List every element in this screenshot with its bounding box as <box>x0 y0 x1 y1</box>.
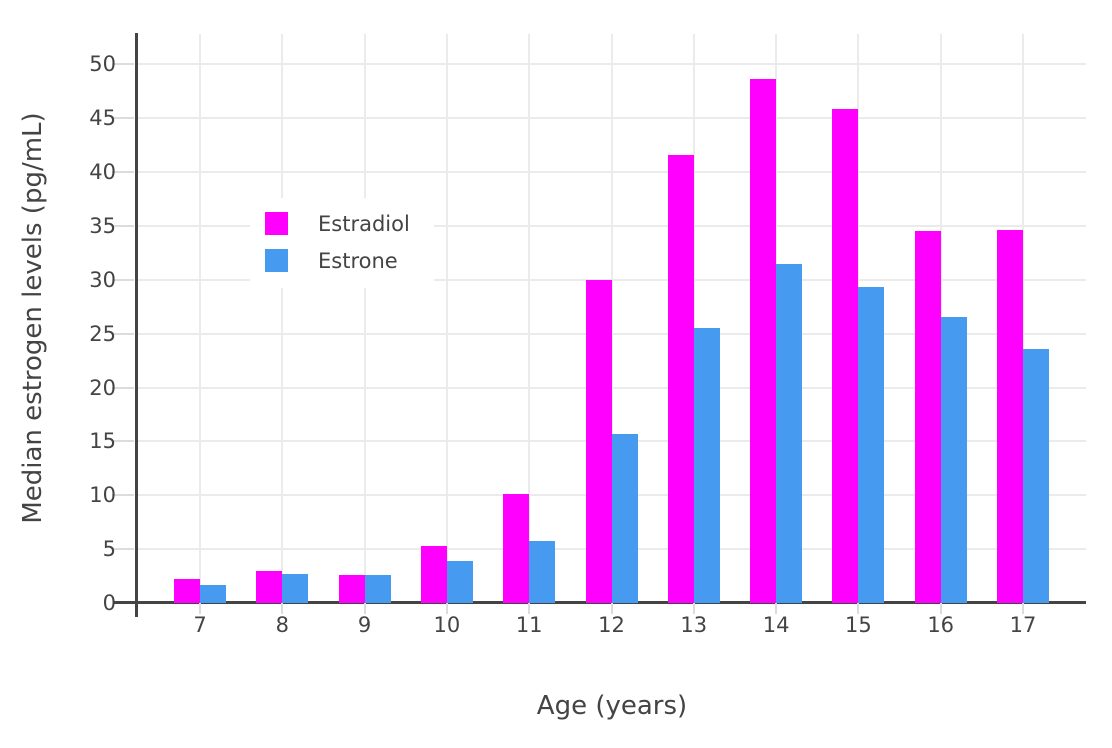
h-gridline <box>138 170 1086 173</box>
x-tick-label: 11 <box>515 613 543 637</box>
x-tick <box>939 603 942 614</box>
x-tick <box>1022 603 1024 614</box>
x-tick <box>610 603 613 614</box>
bar-estrone-age-14[interactable] <box>776 263 803 603</box>
v-gridline <box>1022 34 1024 603</box>
y-tick-label: 30 <box>89 267 116 292</box>
x-tick <box>857 603 860 614</box>
y-tick-label: 0 <box>102 591 116 615</box>
y-tick <box>112 170 134 173</box>
x-tick-label: 9 <box>357 613 372 637</box>
x-tick-label: 16 <box>927 613 955 637</box>
x-tick <box>692 603 695 614</box>
y-tick <box>112 386 134 389</box>
x-tick <box>445 603 448 614</box>
x-tick <box>528 603 531 614</box>
h-gridline <box>138 332 1086 335</box>
y-tick <box>112 494 134 497</box>
bar-estrone-age-12[interactable] <box>611 433 638 603</box>
h-gridline <box>138 63 1086 66</box>
bar-estrone-age-13[interactable] <box>693 328 720 603</box>
h-gridline <box>138 386 1086 389</box>
y-tick-label: 50 <box>89 52 116 77</box>
y-tick-label: 45 <box>89 106 116 131</box>
v-gridline <box>363 34 366 603</box>
y-tick-label: 10 <box>89 483 116 508</box>
bar-estrone-age-16[interactable] <box>940 317 967 603</box>
y-tick <box>112 63 134 66</box>
bar-estrone-age-10[interactable] <box>446 561 473 603</box>
y-tick <box>112 548 134 551</box>
x-tick-label: 12 <box>598 613 625 637</box>
v-gridline <box>610 34 613 603</box>
bar-estradiol-age-11[interactable] <box>503 494 530 603</box>
bar-estradiol-age-9[interactable] <box>338 575 365 603</box>
bar-estrone-age-11[interactable] <box>529 540 556 603</box>
bar-estrone-age-15[interactable] <box>858 287 885 603</box>
bar-estradiol-age-16[interactable] <box>914 231 941 603</box>
v-gridline <box>281 34 284 603</box>
y-tick <box>112 117 134 120</box>
x-tick <box>199 603 201 614</box>
y-tick <box>112 278 134 281</box>
bar-estradiol-age-8[interactable] <box>256 570 283 603</box>
v-gridline <box>199 34 201 603</box>
y-tick-label: 40 <box>89 159 116 184</box>
x-tick-label: 14 <box>762 613 790 637</box>
x-tick <box>775 603 778 614</box>
v-gridline <box>445 34 448 603</box>
x-tick-label: 15 <box>845 613 872 637</box>
y-tick-label: 35 <box>89 213 116 238</box>
y-tick-label: 25 <box>89 321 116 346</box>
plot-area[interactable] <box>113 33 1086 617</box>
bar-estradiol-age-14[interactable] <box>750 79 777 603</box>
legend: Estradiol Estrone <box>250 198 434 288</box>
y-tick-label: 20 <box>89 375 116 400</box>
y-axis-title: Median estrogen levels (pg/mL) <box>18 112 48 524</box>
estradiol-color-swatch <box>265 212 288 235</box>
x-tick <box>281 603 284 614</box>
x-tick <box>363 603 366 614</box>
estrone-color-swatch <box>265 249 288 272</box>
y-axis-line <box>135 33 138 617</box>
h-gridline <box>138 278 1086 281</box>
bar-estrone-age-8[interactable] <box>282 573 309 603</box>
x-tick-label: 17 <box>1009 613 1037 637</box>
legend-item-estrone[interactable]: Estrone <box>265 248 434 273</box>
y-tick-label: 5 <box>102 537 116 562</box>
h-gridline <box>138 224 1086 227</box>
legend-label: Estradiol <box>318 211 410 236</box>
v-gridline <box>692 34 695 603</box>
bar-estrone-age-9[interactable] <box>364 575 391 603</box>
bar-estrone-age-17[interactable] <box>1023 348 1049 603</box>
h-gridline <box>138 117 1086 120</box>
v-gridline <box>528 34 531 603</box>
y-tick <box>112 332 134 335</box>
bar-estradiol-age-13[interactable] <box>667 154 694 603</box>
bar-estradiol-age-15[interactable] <box>832 109 859 603</box>
bar-estrone-age-7[interactable] <box>200 584 226 603</box>
legend-item-estradiol[interactable]: Estradiol <box>265 211 434 236</box>
x-tick-label: 13 <box>680 613 708 637</box>
bar-estradiol-age-7[interactable] <box>174 579 200 603</box>
bar-estradiol-age-12[interactable] <box>585 279 612 603</box>
bar-estradiol-age-17[interactable] <box>997 230 1023 603</box>
y-tick <box>112 224 134 227</box>
bar-estradiol-age-10[interactable] <box>420 545 447 603</box>
y-tick-label: 15 <box>89 429 116 454</box>
x-tick-label: 10 <box>433 613 461 637</box>
x-tick-label: 7 <box>193 613 207 637</box>
legend-label: Estrone <box>318 248 398 273</box>
x-tick-label: 8 <box>275 613 289 637</box>
x-axis-title: Age (years) <box>536 691 688 721</box>
y-tick <box>112 440 134 443</box>
